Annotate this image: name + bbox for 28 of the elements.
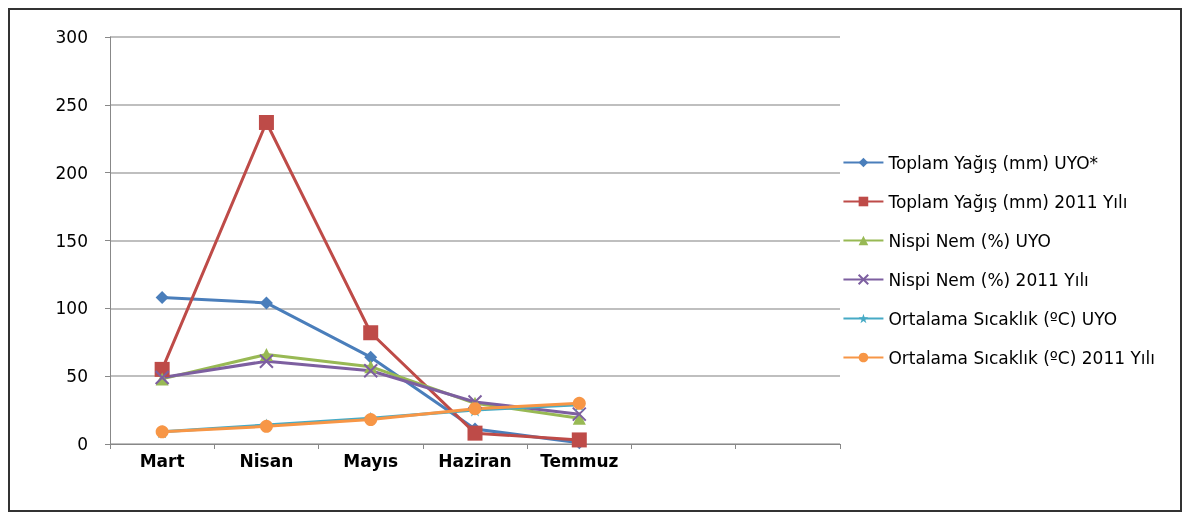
point bbox=[467, 425, 483, 441]
point bbox=[155, 290, 169, 304]
legend-label: Ortalama Sıcaklık (ºC) UYO bbox=[888, 308, 1118, 329]
y-tick-label: 250 bbox=[55, 94, 88, 115]
point bbox=[364, 350, 378, 364]
legend-label: Toplam Yağış (mm) UYO* bbox=[887, 152, 1099, 173]
point bbox=[258, 353, 274, 369]
y-tick-label: 100 bbox=[55, 298, 88, 319]
y-tick-label: 200 bbox=[55, 162, 88, 183]
x-tick-label: Temmuz bbox=[540, 450, 619, 471]
y-tick-label: 150 bbox=[55, 230, 88, 251]
y-tick-label: 300 bbox=[55, 27, 88, 47]
y-tick-label: 50 bbox=[66, 366, 88, 387]
point bbox=[363, 363, 379, 379]
x-tick-label: Mayıs bbox=[343, 450, 399, 471]
y-tick-label: 0 bbox=[77, 434, 88, 454]
point bbox=[363, 325, 379, 341]
x-tick-label: Haziran bbox=[438, 450, 512, 471]
legend-label: Ortalama Sıcaklık (ºC) 2011 Yılı bbox=[888, 347, 1156, 368]
point bbox=[571, 406, 587, 422]
legend-label: Nispi Nem (%) 2011 Yılı bbox=[888, 269, 1089, 290]
point bbox=[259, 296, 273, 310]
x-tick-label: Mart bbox=[139, 450, 185, 471]
legend-label: Toplam Yağış (mm) 2011 Yılı bbox=[887, 191, 1128, 212]
x-tick-label: Nisan bbox=[239, 450, 294, 471]
point bbox=[571, 432, 587, 448]
point bbox=[258, 114, 274, 130]
legend-label: Nispi Nem (%) UYO bbox=[888, 230, 1051, 251]
